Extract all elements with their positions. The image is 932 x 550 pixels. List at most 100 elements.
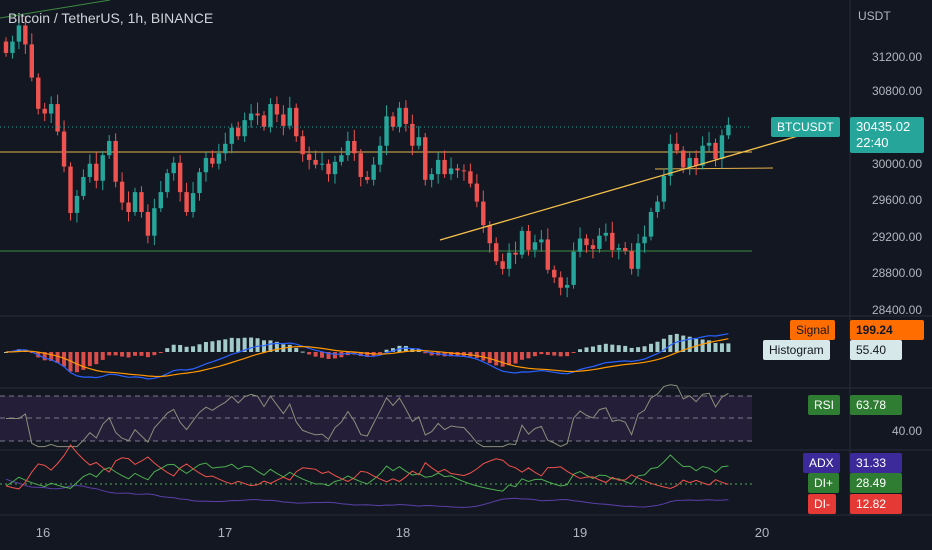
- candle-body: [468, 171, 473, 184]
- candle-body: [442, 159, 447, 175]
- macd-histogram-bar: [145, 352, 150, 358]
- macd-histogram-bar: [152, 352, 157, 356]
- candle-body: [403, 107, 409, 124]
- candle-body: [203, 158, 209, 173]
- macd-histogram-bar: [236, 338, 241, 352]
- macd-histogram-bar: [29, 352, 34, 353]
- candle-body: [603, 232, 609, 236]
- candle-body: [635, 243, 641, 269]
- macd-histogram-bar: [681, 335, 686, 352]
- candle-body: [339, 155, 344, 162]
- macd-histogram-bar: [300, 351, 305, 353]
- macd-histogram-bar: [107, 352, 112, 356]
- macd-histogram-bar: [449, 352, 454, 357]
- macd-histogram-bar: [184, 346, 189, 352]
- macd-histogram-bar: [158, 352, 163, 353]
- macd-histogram-bar: [216, 340, 221, 352]
- candle-body: [365, 176, 370, 180]
- candle-body: [726, 124, 731, 136]
- candle-body: [61, 131, 67, 167]
- candle-body: [384, 116, 389, 146]
- macd-signal-line: [5, 338, 729, 378]
- macd-histogram-bar: [229, 337, 234, 352]
- di-plus-value: 28.49: [850, 473, 902, 493]
- candle-body: [397, 107, 402, 127]
- candle-body: [371, 164, 376, 180]
- macd-histogram-bar: [313, 352, 318, 357]
- macd-histogram-bar: [649, 343, 653, 352]
- macd-histogram-bar: [584, 347, 589, 352]
- candle-body: [268, 104, 273, 127]
- candle-body: [94, 163, 99, 181]
- macd-histogram-bar: [532, 352, 537, 357]
- candle-body: [661, 176, 667, 202]
- bar-countdown: 22:40: [856, 135, 889, 150]
- candle-body: [674, 143, 679, 151]
- di-minus-line: [5, 444, 729, 490]
- price-tick: 28400.00: [871, 303, 922, 317]
- candle-body: [113, 140, 118, 182]
- di-minus-label: DI-: [808, 494, 836, 514]
- candle-body: [461, 170, 467, 172]
- macd-histogram-bar: [520, 352, 524, 360]
- candle-body: [345, 140, 351, 156]
- candle-body: [597, 235, 602, 249]
- macd-histogram-bar: [403, 346, 408, 352]
- candle-body: [713, 142, 718, 159]
- candle-body: [216, 153, 222, 164]
- candle-body: [119, 181, 125, 203]
- candle-body: [55, 104, 60, 132]
- symbol-title[interactable]: Bitcoin / TetherUS, 1h, BINANCE: [8, 10, 214, 26]
- macd-histogram-bar: [526, 352, 531, 359]
- candle-body: [706, 142, 712, 146]
- candle-body: [74, 195, 80, 213]
- candle-body: [190, 193, 196, 213]
- candle-body: [242, 120, 247, 137]
- adx-value: 31.33: [850, 453, 902, 473]
- currency-label: USDT: [858, 9, 891, 23]
- macd-histogram-bar: [42, 352, 47, 361]
- time-tick: 16: [35, 525, 51, 540]
- rsi-label: RSI: [808, 395, 841, 415]
- candle-body: [100, 155, 105, 181]
- macd-histogram-bar: [384, 349, 389, 352]
- macd-histogram-bar: [113, 352, 118, 356]
- macd-histogram-bar: [513, 352, 518, 364]
- candle-body: [358, 153, 363, 177]
- macd-signal-label: Signal: [790, 320, 836, 340]
- candle-body: [390, 116, 396, 127]
- time-tick: 18: [395, 525, 411, 540]
- candle-body: [48, 104, 54, 114]
- rsi-value: 63.78: [850, 395, 902, 415]
- macd-histogram-bar: [494, 352, 499, 366]
- macd-histogram-value: 55.40: [850, 340, 902, 360]
- macd-histogram-bar: [55, 352, 60, 363]
- candle-body: [139, 192, 144, 213]
- macd-histogram-bar: [242, 337, 247, 352]
- candle-body: [248, 113, 254, 121]
- macd-histogram-bar: [423, 352, 428, 354]
- candle-body: [326, 163, 331, 175]
- candle-body: [294, 107, 299, 137]
- candle-body: [474, 183, 480, 202]
- candle-body: [435, 159, 441, 175]
- candle-body: [36, 77, 41, 109]
- macd-histogram-bar: [178, 344, 183, 352]
- candle-body: [126, 202, 131, 213]
- di-minus-value: 12.82: [850, 494, 902, 514]
- macd-histogram-bar: [687, 336, 692, 352]
- candle-body: [313, 159, 318, 165]
- time-tick: 17: [217, 525, 233, 540]
- candle-body: [693, 158, 699, 166]
- candle-body: [571, 251, 576, 285]
- candle-body: [494, 243, 499, 262]
- macd-histogram-bar: [713, 343, 718, 352]
- candle-body: [165, 173, 170, 193]
- macd-histogram-bar: [668, 334, 673, 352]
- candle-body: [3, 41, 9, 53]
- macd-histogram-label: Histogram: [763, 340, 830, 360]
- candle-body: [423, 137, 428, 180]
- macd-histogram-bar: [62, 352, 67, 367]
- macd-histogram-bar: [442, 352, 447, 357]
